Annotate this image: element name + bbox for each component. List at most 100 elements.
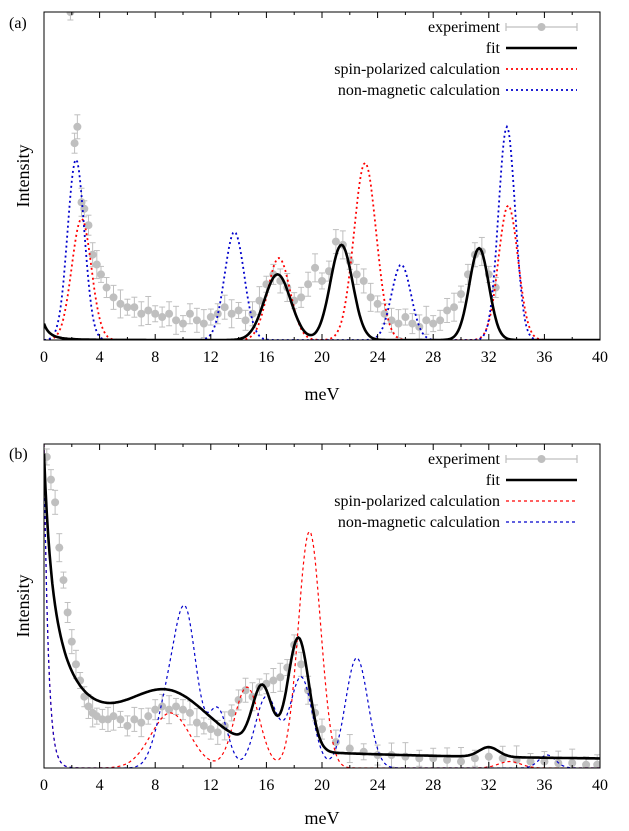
data-point [227,309,236,318]
legend-label: spin-polarized calculation [334,61,500,78]
legend-label: non-magnetic calculation [338,82,500,99]
data-point [67,637,76,646]
data-point [158,313,167,322]
plot-area [44,444,600,768]
data-point [345,744,354,753]
x-axis-label: meV [305,808,340,828]
data-point [269,676,278,685]
x-tick-label: 28 [425,777,441,794]
data-point [63,608,72,617]
data-point [450,303,459,312]
data-point [318,725,326,734]
legend: experiment fit spin-polarized calculation n… [334,451,578,531]
data-point [73,122,82,131]
data-point [206,313,215,322]
data-point [116,299,125,308]
x-tick-label: 4 [96,777,104,794]
data-point [46,475,55,484]
plot-frame [43,11,601,341]
data-point [96,270,105,279]
data-point [185,309,194,318]
x-tick-label: 16 [258,349,274,366]
data-point [158,702,167,711]
data-point [255,296,264,305]
data-point [84,221,93,230]
data-point [318,276,326,285]
x-tick-label: 40 [592,777,608,794]
data-point [241,686,250,695]
x-tick-label: 32 [481,777,497,794]
data-point [213,728,222,737]
data-point [77,198,86,207]
legend-swatch-marker [537,23,546,31]
data-point [130,715,139,724]
x-tick-label: 8 [151,777,159,794]
series-line-spin-polarized-calculation [44,444,600,768]
data-point [172,702,181,711]
x-tick-label: 20 [314,349,330,366]
legend-label: experiment [428,19,501,36]
data-point [123,721,132,730]
data-point [234,695,243,704]
data-point [151,309,160,318]
data-point [422,316,431,325]
data-point [66,12,75,16]
data-point [540,757,549,766]
data-point [484,752,493,761]
x-tick-label: 36 [536,777,552,794]
x-tick-label: 4 [96,349,104,366]
data-point [144,306,153,315]
data-point [401,313,410,322]
data-point [199,721,208,730]
data-point [109,712,118,721]
data-point [526,757,535,766]
chart-panel-2: 0 4 8 12 16 20 24 28 32 36 40 meV Intensity (b) experi… [9,443,608,828]
data-point [109,293,118,302]
data-point [44,452,51,461]
x-tick-label: 40 [592,349,608,366]
data-point [51,498,60,507]
y-axis-label: Intensity [13,145,33,208]
data-point [179,319,187,328]
data-point [172,316,181,325]
series-line-fit [44,453,600,760]
data-point [498,754,507,763]
legend: experiment fit spin-polarized calculation n… [334,19,578,99]
data-point [359,276,368,285]
data-point [88,250,97,259]
data-point [234,306,243,315]
data-point [366,293,375,302]
data-point [185,708,194,717]
data-point [116,715,125,724]
data-point [387,316,396,325]
data-point [241,316,250,325]
x-tick-label: 24 [370,349,386,366]
data-point [144,712,153,721]
data-point [179,705,187,714]
x-tick-label: 8 [151,349,159,366]
data-point [220,303,229,312]
x-tick-label: 0 [40,777,48,794]
data-point [352,270,361,279]
data-point [582,760,591,768]
panel-label: (a) [9,15,27,32]
legend-label: non-magnetic calculation [338,514,500,531]
data-point [70,139,79,148]
data-point [130,303,139,312]
legend-swatch-marker [537,455,546,463]
legend-label: spin-polarized calculation [334,493,500,510]
y-axis-label: Intensity [13,575,33,638]
data-point [568,759,577,768]
data-point [55,543,64,552]
data-point [248,309,257,318]
data-point [213,309,222,318]
data-point [192,718,201,727]
data-point [304,280,313,289]
data-point [98,715,107,724]
legend-label: experiment [428,451,501,468]
data-point [84,702,93,711]
x-tick-label: 24 [370,777,386,794]
series-line-fit [44,243,600,340]
data-point [380,309,389,318]
